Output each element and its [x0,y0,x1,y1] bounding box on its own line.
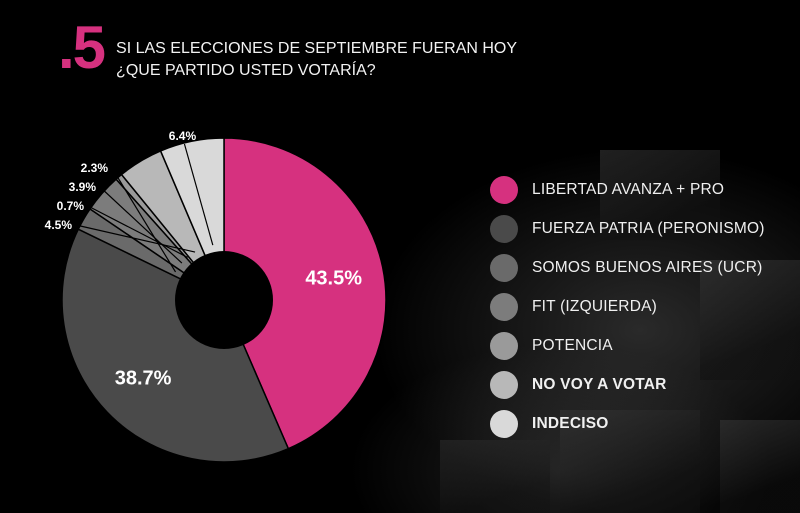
background-cube [600,150,720,240]
legend-swatch [490,409,518,438]
legend-label: INDECISO [532,414,609,432]
legend-swatch [490,214,518,243]
data-label-indeciso: 6.4% [169,129,197,143]
background-cube [720,420,800,513]
leader-line [111,167,177,273]
legend-swatch [490,370,518,399]
data-label-libertad-avanza-pro: 43.5% [305,267,362,289]
legend-swatch [490,175,518,204]
pie-slice-libertad-avanza-pro [223,137,387,450]
legend-label: FUERZA PATRIA (PERONISMO) [532,219,765,237]
leader-line [99,186,183,264]
legend-label: NO VOY A VOTAR [532,375,667,393]
legend-item-indeciso: INDECISO [490,404,765,443]
legend-item-potencia: POTENCIA [490,326,765,365]
background-cube [440,440,550,513]
legend-item-libertad-avanza-pro: LIBERTAD AVANZA + PRO [490,170,765,209]
question-line-1: SI LAS ELECCIONES DE SEPTIEMBRE FUERAN H… [116,40,518,57]
question-text: SI LAS ELECCIONES DE SEPTIEMBRE FUERAN H… [116,38,517,82]
legend-swatch [490,253,518,282]
data-label-somos-buenos-aires-ucr: 2.3% [81,161,109,175]
data-label-no-voy-a-votar: 4.5% [45,218,73,232]
legend-swatch [490,331,518,360]
legend-item-fit-izquierda: FIT (IZQUIERDA) [490,287,765,326]
background-cube [700,260,800,380]
legend-item-no-voy-a-votar: NO VOY A VOTAR [490,365,765,404]
data-label-fuerza-patria-peronismo: 38.7% [115,367,172,389]
legend-swatch [490,292,518,321]
legend-label: LIBERTAD AVANZA + PRO [532,180,725,198]
legend: LIBERTAD AVANZA + PRO FUERZA PATRIA (PERO… [490,170,765,443]
legend-item-somos-buenos-aires-ucr: SOMOS BUENOS AIRES (UCR) [490,248,765,287]
leader-line [75,224,196,253]
data-label-potencia: 0.7% [57,199,85,213]
legend-item-fuerza-patria-peronismo: FUERZA PATRIA (PERONISMO) [490,209,765,248]
legend-label: SOMOS BUENOS AIRES (UCR) [532,258,763,276]
question-number: .5 [58,14,106,81]
leader-line [87,205,188,258]
legend-label: FIT (IZQUIERDA) [532,297,657,315]
background-cube [560,410,700,513]
leader-line [183,143,214,246]
data-label-fit-izquierda: 3.9% [69,180,97,194]
legend-label: POTENCIA [532,336,613,354]
question-line-2: ¿QUE PARTIDO USTED VOTARÍA? [116,62,376,79]
header: .5 SI LAS ELECCIONES DE SEPTIEMBRE FUERA… [58,14,517,82]
pie-slice-fuerza-patria-peronismo [61,228,290,463]
donut-hole [175,251,273,349]
